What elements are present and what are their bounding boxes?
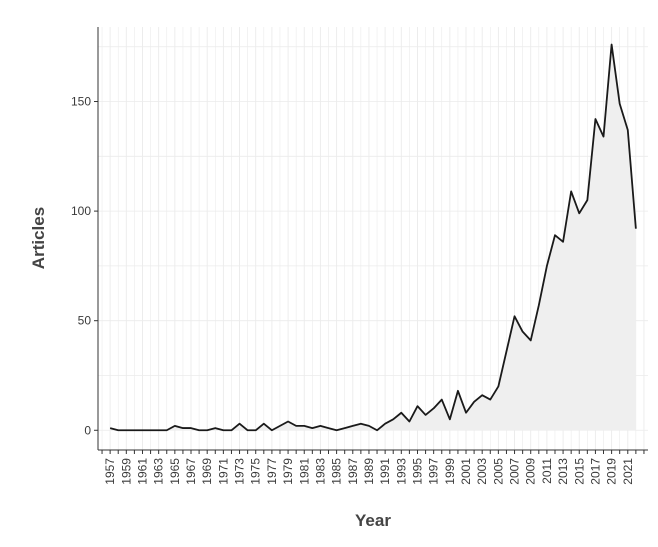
y-axis-ticks: 0 50 100 150 bbox=[71, 95, 98, 437]
x-tick-label: 1989 bbox=[362, 458, 376, 485]
grid-lines bbox=[98, 27, 648, 450]
x-tick-label: 1997 bbox=[427, 458, 441, 485]
x-tick-label: 1965 bbox=[168, 458, 182, 485]
axes bbox=[97, 27, 648, 451]
x-tick-label: 1977 bbox=[265, 458, 279, 485]
x-axis-title: Year bbox=[355, 511, 391, 530]
y-tick-label: 0 bbox=[84, 423, 91, 437]
x-tick-label: 1973 bbox=[233, 458, 247, 485]
x-tick-label: 2019 bbox=[605, 458, 619, 485]
x-tick-label: 2011 bbox=[540, 458, 554, 484]
x-tick-label: 2013 bbox=[556, 458, 570, 485]
y-tick-label: 100 bbox=[71, 204, 91, 218]
x-tick-label: 1963 bbox=[152, 458, 166, 485]
x-tick-label: 1961 bbox=[135, 458, 149, 485]
x-tick-label: 2007 bbox=[508, 458, 522, 485]
x-tick-label: 2001 bbox=[459, 458, 473, 485]
x-tick-label: 1967 bbox=[184, 458, 198, 485]
x-tick-label: 1987 bbox=[346, 458, 360, 485]
x-tick-label: 2021 bbox=[621, 458, 635, 485]
x-tick-label: 1975 bbox=[249, 458, 263, 485]
x-tick-label: 1991 bbox=[378, 458, 392, 485]
x-tick-label: 1959 bbox=[119, 458, 133, 485]
x-tick-label: 1993 bbox=[394, 458, 408, 485]
x-tick-label: 1979 bbox=[281, 458, 295, 485]
y-tick-label: 150 bbox=[71, 95, 91, 109]
x-tick-label: 2003 bbox=[475, 458, 489, 485]
x-tick-label: 1971 bbox=[216, 458, 230, 485]
x-tick-label: 2015 bbox=[572, 458, 586, 485]
x-tick-label: 1983 bbox=[313, 458, 327, 485]
x-tick-label: 2017 bbox=[588, 458, 602, 485]
x-tick-label: 1985 bbox=[330, 458, 344, 485]
y-tick-label: 50 bbox=[78, 314, 92, 328]
x-tick-label: 1957 bbox=[103, 458, 117, 485]
x-tick-label: 1999 bbox=[443, 458, 457, 485]
x-tick-label: 2005 bbox=[491, 458, 505, 485]
y-axis-title: Articles bbox=[29, 207, 48, 269]
series-line bbox=[109, 43, 637, 432]
x-tick-label: 1981 bbox=[297, 458, 311, 485]
x-tick-label: 1969 bbox=[200, 458, 214, 485]
x-axis-ticks: 1957 1959 1961 1963 1965 1967 1969 1971 1973 1975… bbox=[101, 450, 645, 485]
plot-area bbox=[109, 43, 637, 432]
series-area bbox=[110, 44, 636, 431]
x-tick-label: 1995 bbox=[410, 458, 424, 485]
x-tick-label: 2009 bbox=[524, 458, 538, 485]
